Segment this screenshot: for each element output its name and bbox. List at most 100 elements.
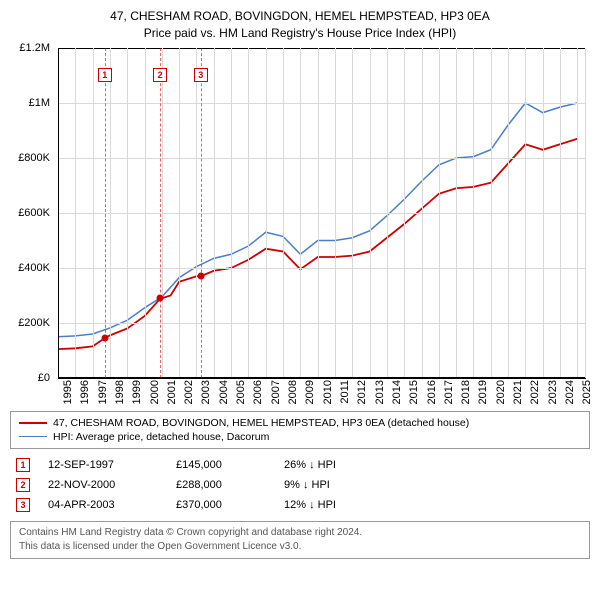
x-tick-label: 2002 — [183, 380, 195, 404]
gridline-vertical — [560, 48, 561, 378]
legend-row: 47, CHESHAM ROAD, BOVINGDON, HEMEL HEMPS… — [19, 416, 581, 430]
gridline-vertical — [473, 48, 474, 378]
title-subtitle: Price paid vs. HM Land Registry's House … — [10, 25, 590, 42]
axis-line — [58, 48, 59, 378]
gridline-vertical — [196, 48, 197, 378]
sale-marker-line — [105, 48, 106, 378]
y-axis: £0£200K£400K£600K£800K£1M£1.2M — [10, 48, 54, 378]
x-tick-label: 2017 — [443, 380, 455, 404]
axis-line — [585, 48, 586, 378]
gridline-vertical — [370, 48, 371, 378]
x-tick-label: 2009 — [304, 380, 316, 404]
x-tick-label: 2003 — [200, 380, 212, 404]
sale-marker-line — [201, 48, 202, 378]
sales-row: 3 04-APR-2003 £370,000 12% ↓ HPI — [10, 495, 590, 515]
x-tick-label: 2012 — [356, 380, 368, 404]
gridline-vertical — [145, 48, 146, 378]
x-tick-label: 2000 — [149, 380, 161, 404]
attribution: Contains HM Land Registry data © Crown c… — [10, 521, 590, 559]
x-tick-label: 2024 — [564, 380, 576, 404]
y-tick-label: £600K — [18, 207, 50, 219]
sale-point-dot — [157, 295, 164, 302]
gridline-vertical — [491, 48, 492, 378]
sales-row-price: £145,000 — [176, 459, 266, 471]
sales-row-marker: 2 — [16, 478, 30, 492]
sales-row-marker: 1 — [16, 458, 30, 472]
legend: 47, CHESHAM ROAD, BOVINGDON, HEMEL HEMPS… — [10, 411, 590, 449]
gridline-horizontal — [58, 268, 586, 269]
y-tick-label: £0 — [38, 372, 50, 384]
y-tick-label: £400K — [18, 262, 50, 274]
gridline-vertical — [577, 48, 578, 378]
x-tick-label: 2023 — [547, 380, 559, 404]
sales-row-price: £370,000 — [176, 499, 266, 511]
x-tick-label: 2019 — [477, 380, 489, 404]
x-tick-label: 2004 — [218, 380, 230, 404]
x-tick-label: 2011 — [339, 380, 351, 404]
sales-row-date: 22-NOV-2000 — [48, 479, 158, 491]
x-tick-label: 2015 — [408, 380, 420, 404]
x-tick-label: 1996 — [79, 380, 91, 404]
gridline-vertical — [93, 48, 94, 378]
gridline-vertical — [300, 48, 301, 378]
sale-marker-box: 2 — [153, 68, 167, 82]
sales-row-price: £288,000 — [176, 479, 266, 491]
gridline-vertical — [162, 48, 163, 378]
x-tick-label: 1997 — [97, 380, 109, 404]
chart-area: £0£200K£400K£600K£800K£1M£1.2M 123 19951… — [10, 48, 590, 403]
sale-point-dot — [101, 334, 108, 341]
x-tick-label: 2001 — [166, 380, 178, 404]
y-tick-label: £200K — [18, 317, 50, 329]
x-tick-label: 1995 — [62, 380, 74, 404]
gridline-vertical — [248, 48, 249, 378]
y-tick-label: £800K — [18, 152, 50, 164]
x-tick-label: 2020 — [495, 380, 507, 404]
attribution-line1: Contains HM Land Registry data © Crown c… — [19, 526, 581, 540]
legend-label: HPI: Average price, detached house, Daco… — [53, 431, 269, 443]
gridline-vertical — [335, 48, 336, 378]
x-tick-label: 2006 — [252, 380, 264, 404]
gridline-horizontal — [58, 323, 586, 324]
sales-row: 112-SEP-1997£145,00026% ↓ HPI — [10, 455, 590, 475]
x-tick-label: 2016 — [426, 380, 438, 404]
sales-row-marker: 3 — [16, 498, 30, 512]
sales-row-diff: 9% ↓ HPI — [284, 479, 394, 491]
gridline-vertical — [422, 48, 423, 378]
x-tick-label: 2025 — [581, 380, 593, 404]
gridline-vertical — [387, 48, 388, 378]
chart-container: 47, CHESHAM ROAD, BOVINGDON, HEMEL HEMPS… — [0, 0, 600, 565]
x-axis: 1995199619971998199920002001200220032004… — [58, 378, 586, 403]
attribution-line2: This data is licensed under the Open Gov… — [19, 540, 581, 554]
gridline-horizontal — [58, 103, 586, 104]
gridline-vertical — [439, 48, 440, 378]
plot-area: 123 — [58, 48, 586, 378]
x-tick-label: 2010 — [322, 380, 334, 404]
x-tick-label: 2007 — [270, 380, 282, 404]
sale-marker-line — [160, 48, 161, 378]
x-tick-label: 2018 — [460, 380, 472, 404]
x-tick-label: 2008 — [287, 380, 299, 404]
sales-row: 2 22-NOV-2000 £288,000 9% ↓ HPI — [10, 475, 590, 495]
gridline-vertical — [283, 48, 284, 378]
x-tick-label: 2014 — [391, 380, 403, 404]
y-tick-label: £1.2M — [19, 42, 50, 54]
x-tick-label: 2005 — [235, 380, 247, 404]
x-tick-label: 2021 — [512, 380, 524, 404]
x-tick-label: 2022 — [529, 380, 541, 404]
y-tick-label: £1M — [29, 97, 50, 109]
gridline-vertical — [318, 48, 319, 378]
sales-row-diff: 12% ↓ HPI — [284, 499, 394, 511]
sales-row-date: 04-APR-2003 — [48, 499, 158, 511]
gridline-vertical — [231, 48, 232, 378]
legend-label: 47, CHESHAM ROAD, BOVINGDON, HEMEL HEMPS… — [53, 417, 469, 429]
gridline-vertical — [179, 48, 180, 378]
title-address: 47, CHESHAM ROAD, BOVINGDON, HEMEL HEMPS… — [10, 8, 590, 25]
gridline-horizontal — [58, 48, 586, 49]
gridline-vertical — [266, 48, 267, 378]
gridline-vertical — [214, 48, 215, 378]
gridline-vertical — [456, 48, 457, 378]
sale-marker-box: 1 — [98, 68, 112, 82]
gridline-vertical — [404, 48, 405, 378]
gridline-vertical — [352, 48, 353, 378]
legend-swatch — [19, 436, 47, 438]
